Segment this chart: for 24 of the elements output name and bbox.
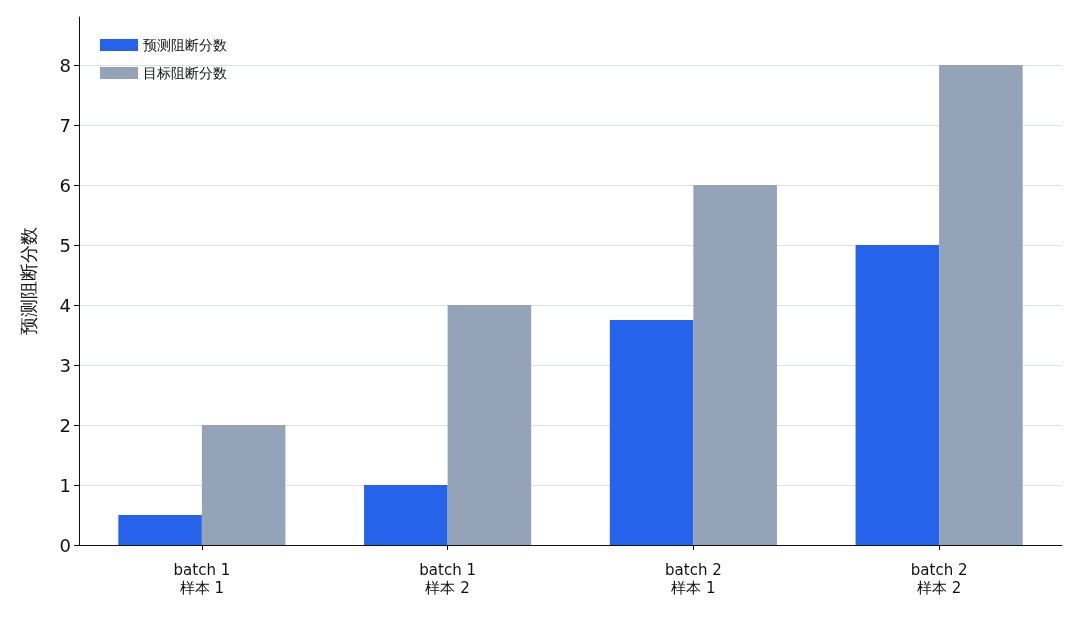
bar [447,305,532,545]
y-tick-label: 8 [59,54,71,76]
x-tick-label: batch 2 样本 2 [910,561,968,597]
y-tick-label: 2 [59,414,71,436]
y-tick-label: 5 [59,234,71,256]
bar [855,245,940,545]
bar [364,485,448,545]
legend-label: 预测阻断分数 [143,37,227,53]
bar [118,515,202,545]
y-tick-label: 6 [59,174,71,196]
x-tick-label: batch 1 样本 2 [419,561,476,597]
legend-label: 目标阻断分数 [143,65,227,81]
bar [201,425,286,545]
y-axis-title: 预测阻断分数 [17,227,39,335]
y-tick-label: 4 [59,294,71,316]
y-tick-label: 7 [59,114,71,136]
x-tick-label: batch 1 样本 1 [173,561,231,597]
x-tick-label: batch 2 样本 1 [665,561,722,597]
bar [609,320,694,545]
bar [693,185,777,545]
bar [939,65,1023,545]
y-tick-label: 3 [59,354,71,376]
y-tick-label: 1 [59,474,71,496]
y-tick-label: 0 [59,534,71,556]
